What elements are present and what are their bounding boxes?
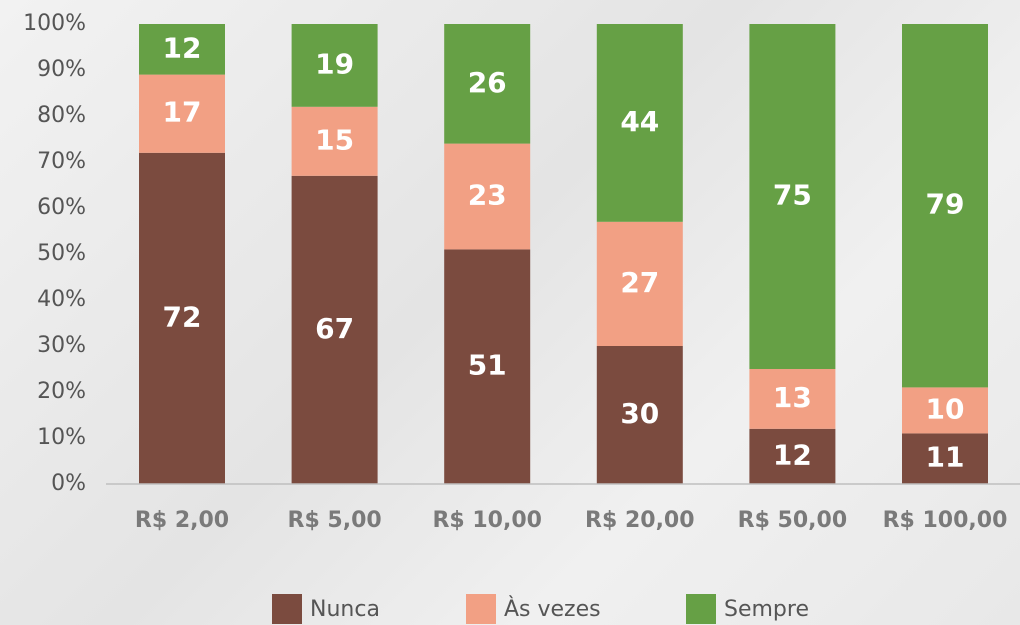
y-tick-label: 90% (37, 57, 86, 82)
data-label: 72 (163, 300, 202, 333)
data-label: 30 (620, 397, 659, 430)
legend-label: Nunca (310, 597, 380, 622)
bar-segment (902, 24, 988, 388)
data-label: 23 (468, 179, 507, 212)
bar-segment (291, 24, 378, 107)
data-label: 27 (620, 266, 659, 299)
data-label: 44 (620, 105, 659, 138)
data-label: 51 (468, 349, 507, 382)
bar-segment (444, 143, 531, 250)
legend-swatch (466, 594, 496, 624)
data-label: 19 (315, 47, 354, 80)
bar-segment (139, 152, 225, 484)
bar-segment (749, 24, 836, 369)
data-label: 11 (926, 441, 965, 474)
data-label: 26 (468, 66, 507, 99)
y-tick-label: 30% (37, 333, 86, 358)
y-tick-label: 0% (51, 471, 86, 496)
y-tick-label: 10% (37, 425, 86, 450)
bar-segment (902, 433, 988, 484)
bar-segment (749, 428, 836, 484)
y-tick-label: 40% (37, 287, 86, 312)
legend-swatch (686, 594, 716, 624)
data-label: 67 (315, 312, 354, 345)
data-label: 10 (926, 392, 965, 425)
data-label: 15 (315, 123, 354, 156)
bar-segment (291, 175, 378, 484)
bar-segment (444, 24, 531, 144)
data-label: 75 (773, 179, 812, 212)
legend-label: Sempre (724, 597, 809, 622)
y-tick-label: 20% (37, 379, 86, 404)
data-label: 12 (773, 438, 812, 471)
data-label: 79 (926, 188, 965, 221)
y-tick-label: 70% (37, 149, 86, 174)
x-tick-label: R$ 100,00 (883, 508, 1008, 533)
x-tick-label: R$ 5,00 (288, 508, 382, 533)
x-tick-label: R$ 2,00 (135, 508, 229, 533)
bar-segment (139, 24, 225, 75)
legend-swatch (272, 594, 302, 624)
bar-segment (596, 24, 683, 222)
y-tick-label: 60% (37, 195, 86, 220)
x-tick-label: R$ 20,00 (585, 508, 695, 533)
bar-segment (902, 387, 988, 434)
plot-area (139, 24, 988, 484)
bar-segment (291, 106, 378, 176)
bar-segment (444, 249, 531, 484)
bar-segment (139, 74, 225, 153)
bar-segment (749, 369, 836, 429)
bar-segment (596, 221, 683, 346)
data-label: 12 (163, 31, 202, 64)
y-tick-label: 80% (37, 103, 86, 128)
data-label: 13 (773, 381, 812, 414)
legend-label: Às vezes (504, 596, 601, 622)
bar-segment (596, 346, 683, 484)
x-tick-label: R$ 10,00 (432, 508, 542, 533)
y-tick-label: 100% (23, 11, 86, 36)
x-tick-label: R$ 50,00 (738, 508, 848, 533)
data-label: 17 (163, 96, 202, 129)
y-tick-label: 50% (37, 241, 86, 266)
